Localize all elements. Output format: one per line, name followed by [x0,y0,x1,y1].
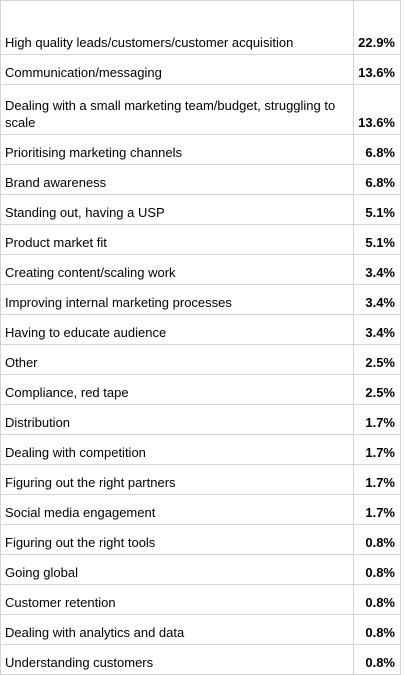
table-row: Other 2.5% [0,344,401,375]
row-value: 0.8% [353,614,401,645]
row-value: 1.7% [353,434,401,465]
row-label: Dealing with competition [0,434,354,465]
row-value: 0.8% [353,644,401,675]
row-value: 3.4% [353,284,401,315]
row-value: 0.8% [353,524,401,555]
row-value: 1.7% [353,404,401,435]
table-row: Creating content/scaling work 3.4% [0,254,401,285]
row-label: Communication/messaging [0,54,354,85]
row-label: Having to educate audience [0,314,354,345]
table-row: Having to educate audience 3.4% [0,314,401,345]
table-row: Social media engagement 1.7% [0,494,401,525]
row-label: Prioritising marketing channels [0,134,354,165]
row-label: Distribution [0,404,354,435]
table-row: Dealing with competition 1.7% [0,434,401,465]
row-label: Dealing with analytics and data [0,614,354,645]
row-value: 22.9% [353,0,401,55]
row-value: 1.7% [353,494,401,525]
row-value: 2.5% [353,344,401,375]
row-label: Compliance, red tape [0,374,354,405]
row-value: 5.1% [353,224,401,255]
table-row: Understanding customers 0.8% [0,644,401,675]
row-label: Standing out, having a USP [0,194,354,225]
table-row: Improving internal marketing processes 3… [0,284,401,315]
row-label: Social media engagement [0,494,354,525]
table-row: Brand awareness 6.8% [0,164,401,195]
row-label: High quality leads/customers/customer ac… [0,0,354,55]
row-value: 13.6% [353,84,401,135]
row-label: Figuring out the right tools [0,524,354,555]
row-value: 1.7% [353,464,401,495]
table-row: Figuring out the right partners 1.7% [0,464,401,495]
row-label: Creating content/scaling work [0,254,354,285]
row-label: Other [0,344,354,375]
row-label: Product market fit [0,224,354,255]
row-label: Understanding customers [0,644,354,675]
table-row: Customer retention 0.8% [0,584,401,615]
table-row: Going global 0.8% [0,554,401,585]
row-value: 0.8% [353,584,401,615]
row-label: Improving internal marketing processes [0,284,354,315]
table-row: Distribution 1.7% [0,404,401,435]
table-row: High quality leads/customers/customer ac… [0,0,401,55]
table-row: Compliance, red tape 2.5% [0,374,401,405]
table-row: Prioritising marketing channels 6.8% [0,134,401,165]
table-row: Dealing with a small marketing team/budg… [0,84,401,135]
row-value: 5.1% [353,194,401,225]
row-value: 6.8% [353,134,401,165]
table-row: Dealing with analytics and data 0.8% [0,614,401,645]
table-row: Communication/messaging 13.6% [0,54,401,85]
row-label: Going global [0,554,354,585]
row-value: 2.5% [353,374,401,405]
row-value: 0.8% [353,554,401,585]
row-label: Brand awareness [0,164,354,195]
row-label: Customer retention [0,584,354,615]
table-row: Figuring out the right tools 0.8% [0,524,401,555]
row-label: Dealing with a small marketing team/budg… [0,84,354,135]
row-label: Figuring out the right partners [0,464,354,495]
row-value: 13.6% [353,54,401,85]
row-value: 3.4% [353,254,401,285]
table-row: Product market fit 5.1% [0,224,401,255]
row-value: 3.4% [353,314,401,345]
table-row: Standing out, having a USP 5.1% [0,194,401,225]
row-value: 6.8% [353,164,401,195]
